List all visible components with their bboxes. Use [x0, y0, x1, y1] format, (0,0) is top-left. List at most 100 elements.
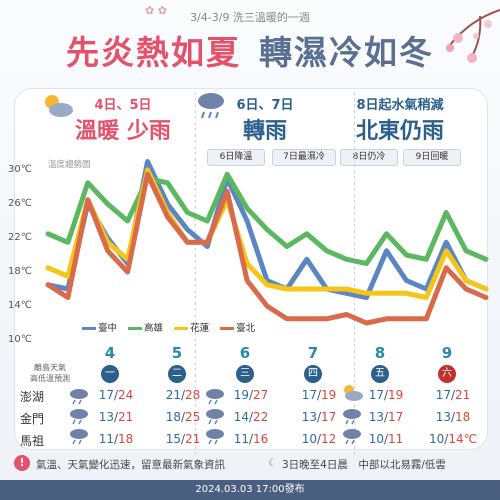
temp-separator: / — [383, 410, 389, 424]
temp-separator: / — [383, 432, 389, 446]
temp-cell: 19/27 — [227, 388, 275, 402]
temp-cell: 13/18 — [429, 410, 477, 424]
low-temp: 17 — [98, 388, 114, 402]
high-temp: 28 — [185, 388, 201, 402]
rain-cloud-icon — [198, 93, 224, 119]
phase-1: 4日、5日 溫暖 少雨 — [68, 94, 178, 145]
low-temp: 17 — [435, 388, 451, 402]
low-temp: 21 — [165, 388, 181, 402]
low-temp: 13 — [368, 410, 384, 424]
low-temp: 18 — [165, 410, 181, 424]
temp-separator: / — [180, 388, 186, 402]
high-temp: 17 — [321, 410, 337, 424]
series-line-3 — [45, 171, 489, 326]
phase-1-days: 4日、5日 — [94, 98, 152, 113]
phase-3-summary: 北東仍雨 — [355, 119, 444, 144]
legend-item: 高雄 — [128, 323, 163, 334]
low-temp: 11 — [233, 432, 249, 446]
blossom-decoration-icon: ✿ ✿ — [145, 4, 167, 17]
high-temp: 24 — [118, 388, 134, 402]
temp-cell: 18/25 — [159, 410, 207, 424]
subtitle: 3/4-3/9 洗三溫暖的一週 — [190, 11, 310, 24]
temp-cell: 13/17 — [362, 410, 410, 424]
temp-separator: / — [113, 388, 119, 402]
y-tick-label: 18℃ — [8, 266, 32, 277]
weekday-badge: 三 — [236, 365, 254, 383]
low-temp: 17 — [301, 388, 317, 402]
low-temp: 13 — [98, 410, 114, 424]
phase-3-days: 8日起水氣稍減 — [356, 98, 444, 113]
y-tick-label: 14℃ — [8, 300, 32, 311]
low-temp: 14 — [233, 410, 249, 424]
note-right: 3日晚至4日晨 中部以北易霧/低雲 — [282, 459, 446, 471]
day-number: 6 — [239, 344, 251, 362]
high-temp: 18 — [118, 432, 134, 446]
chart-title: 溫度趨勢圖 — [48, 160, 91, 170]
note-left: 氣溫、天氣變化迅速，留意最新氣象資訊 — [36, 459, 225, 471]
chart-legend: 臺中 高雄 花蓮 臺北 — [82, 320, 263, 334]
high-temp: 25 — [185, 410, 201, 424]
weekday-badge: 六 — [438, 365, 456, 383]
day-number: 7 — [307, 344, 319, 362]
temp-cell: 17/19 — [362, 388, 410, 402]
y-tick-label: 22℃ — [8, 232, 32, 243]
temp-separator: / — [248, 432, 254, 446]
high-temp: 14℃ — [448, 432, 478, 446]
temp-separator: / — [316, 432, 322, 446]
low-temp: 13 — [435, 410, 451, 424]
temp-cell: 21/28 — [159, 388, 207, 402]
day-number: 8 — [374, 344, 386, 362]
weekday-badge: 四 — [304, 365, 322, 383]
temp-cell: 13/21 — [92, 410, 140, 424]
temp-separator: / — [450, 410, 456, 424]
temp-separator: / — [316, 388, 322, 402]
low-temp: 19 — [233, 388, 249, 402]
high-temp: 22 — [253, 410, 269, 424]
note-pill-1: 6日降溫 — [207, 149, 265, 166]
legend-item: 臺中 — [82, 323, 117, 334]
low-temp: 15 — [165, 432, 181, 446]
headline: 先炎熱如夏 轉濕冷如冬 — [0, 26, 500, 76]
moon-icon: ☾ — [268, 457, 278, 469]
low-temp: 13 — [301, 410, 317, 424]
warning-icon: ! — [14, 455, 30, 471]
sun-cloud-icon — [343, 385, 363, 445]
weekday-badge: 二 — [168, 365, 186, 383]
high-temp: 21 — [455, 388, 471, 402]
temp-separator: / — [248, 388, 254, 402]
low-temp: 10 — [301, 432, 317, 446]
temp-separator: / — [444, 432, 449, 446]
weekday-badge: 五 — [371, 365, 389, 383]
high-temp: 11 — [388, 432, 404, 446]
rain-cloud-icon — [70, 389, 88, 445]
temp-cell: 11/18 — [92, 432, 140, 446]
table-header-line2: 高低溫預測 — [30, 374, 70, 383]
high-temp: 12 — [321, 432, 337, 446]
temp-cell: 13/17 — [295, 410, 343, 424]
rain-cloud-icon — [206, 389, 224, 445]
temp-separator: / — [180, 432, 186, 446]
legend-label: 花蓮 — [190, 323, 210, 334]
phase-2: 6日、7日 轉雨 — [225, 94, 305, 145]
low-temp: 10 — [368, 432, 384, 446]
day-number: 4 — [104, 344, 116, 362]
y-tick-label: 10℃ — [8, 334, 32, 345]
cherry-blossom-icon — [446, 9, 500, 63]
temp-cell: 10/14℃ — [429, 432, 477, 446]
high-temp: 17 — [388, 410, 404, 424]
high-temp: 21 — [185, 432, 201, 446]
day-number: 9 — [441, 344, 453, 362]
y-tick-label: 26℃ — [8, 198, 32, 209]
temp-cell: 15/21 — [159, 432, 207, 446]
temp-separator: / — [316, 410, 322, 424]
high-temp: 19 — [321, 388, 337, 402]
temp-cell: 17/24 — [92, 388, 140, 402]
note-pill-2: 7日最濕冷 — [272, 149, 336, 166]
legend-label: 臺北 — [236, 323, 256, 334]
temp-separator: / — [113, 432, 119, 446]
temp-separator: / — [113, 410, 119, 424]
note-pill-4: 9日回暖 — [403, 149, 461, 166]
low-temp: 17 — [368, 388, 384, 402]
high-temp: 16 — [253, 432, 269, 446]
